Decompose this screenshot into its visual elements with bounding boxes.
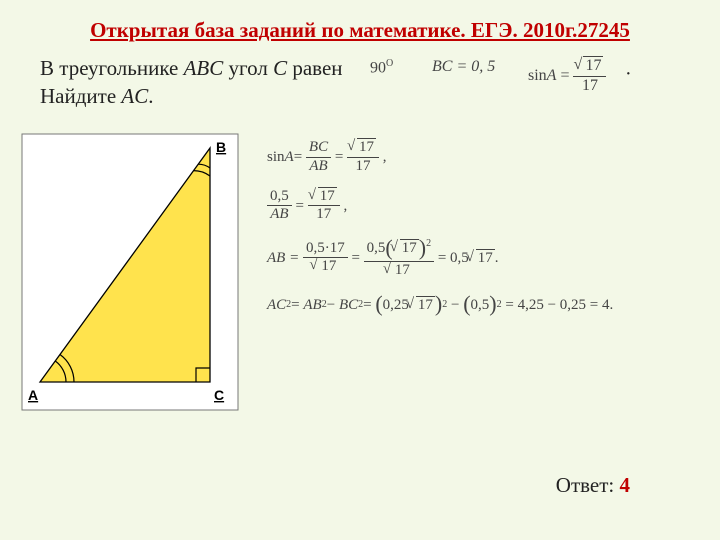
d: 17 xyxy=(347,158,379,175)
t: = xyxy=(291,297,299,314)
rt: 17 xyxy=(476,249,495,266)
angle-name: C xyxy=(273,56,287,80)
t: , xyxy=(343,198,347,215)
txt: . xyxy=(148,84,153,108)
problem-text: В треугольнике ABC угол C равен Найдите … xyxy=(40,54,343,111)
sol-line-2: 0,5AB = 1717 , xyxy=(267,189,700,224)
t: = xyxy=(351,250,359,267)
n: 0,5 xyxy=(267,189,292,207)
frac1: 0,5·1717 xyxy=(303,241,348,276)
answer: Ответ: 4 xyxy=(556,473,630,498)
sol-line-4: AC2 = AB2 − BC2 = (0,2517)2 − (0,5)2 = 4… xyxy=(267,293,700,317)
eq: = xyxy=(556,67,573,84)
bc-lhs: BC xyxy=(432,58,452,75)
rt: 17 xyxy=(416,296,435,313)
txt: угол xyxy=(223,56,273,80)
t: AB = xyxy=(267,250,299,267)
t: AB xyxy=(303,297,321,314)
degree-symbol: O xyxy=(386,58,393,69)
sol-line-1: sin A = BCAB = 1717 , xyxy=(267,140,700,175)
txt: равен xyxy=(287,56,342,80)
t: sin xyxy=(267,149,285,166)
page-title: Открытая база заданий по математике. ЕГЭ… xyxy=(40,18,680,43)
rt: 17 xyxy=(393,261,412,278)
rt: 17 xyxy=(357,138,376,155)
sq: 2 xyxy=(497,299,502,310)
sq: 2 xyxy=(426,238,431,249)
frac-05-ab: 0,5AB xyxy=(267,189,292,224)
t: = 4,25 − 0,25 = 4. xyxy=(505,297,613,314)
d: 17 xyxy=(308,206,340,223)
d: AB xyxy=(306,158,331,175)
n: BC xyxy=(306,140,331,158)
answer-value: 4 xyxy=(620,473,631,497)
given-angle: 90O xyxy=(370,58,393,77)
t: = xyxy=(296,198,304,215)
t: A xyxy=(285,149,294,166)
triangle-name: ABC xyxy=(184,56,224,80)
rt: 17 xyxy=(318,187,337,204)
sol-line-3: AB = 0,5·1717 = 0,5(17)2 17 = 0,517. xyxy=(267,237,700,279)
txt: Найдите xyxy=(40,84,121,108)
sq: 2 xyxy=(442,299,447,310)
t: 0,5 xyxy=(471,297,490,314)
svg-text:B: B xyxy=(216,139,226,155)
ninety: 90 xyxy=(370,59,386,76)
sinA-frac: 1717 xyxy=(573,58,606,95)
t: = xyxy=(335,149,343,166)
triangle-figure: A B C xyxy=(20,132,240,412)
given-bc: BC = 0, 5 xyxy=(432,58,495,76)
d: AB xyxy=(267,206,292,223)
rt: 17 xyxy=(400,239,419,256)
txt: В треугольнике xyxy=(40,56,184,80)
t: − xyxy=(451,297,459,314)
t: = xyxy=(294,149,302,166)
svg-text:C: C xyxy=(214,387,224,403)
t: BC xyxy=(339,297,358,314)
t: = xyxy=(363,297,371,314)
find-side: AC xyxy=(121,84,148,108)
bc-val: = 0, 5 xyxy=(452,58,495,75)
given-sinA: sinA = 1717 xyxy=(528,58,606,95)
frac-rt17-17: 1717 xyxy=(347,140,379,175)
rt17: 17 xyxy=(583,56,603,74)
t: = 0,5 xyxy=(438,250,469,267)
answer-label: Ответ: xyxy=(556,473,614,497)
svg-text:A: A xyxy=(28,387,38,403)
frac2: 0,5(17)2 17 xyxy=(364,237,434,279)
solution-block: sin A = BCAB = 1717 , 0,5AB = 1717 , AB … xyxy=(265,140,700,331)
sin-var: A xyxy=(547,67,557,84)
t: − xyxy=(327,297,335,314)
frac-rt17-17b: 1717 xyxy=(308,189,340,224)
period: · xyxy=(625,63,632,86)
rt: 17 xyxy=(319,257,338,274)
t: , xyxy=(383,149,387,166)
t: . xyxy=(495,250,499,267)
n: 0,5·17 xyxy=(303,241,348,259)
t: AC xyxy=(267,297,286,314)
frac-bc-ab: BCAB xyxy=(306,140,331,175)
n: 0,5 xyxy=(367,240,386,256)
sin: sin xyxy=(528,67,547,84)
den17: 17 xyxy=(573,77,606,95)
